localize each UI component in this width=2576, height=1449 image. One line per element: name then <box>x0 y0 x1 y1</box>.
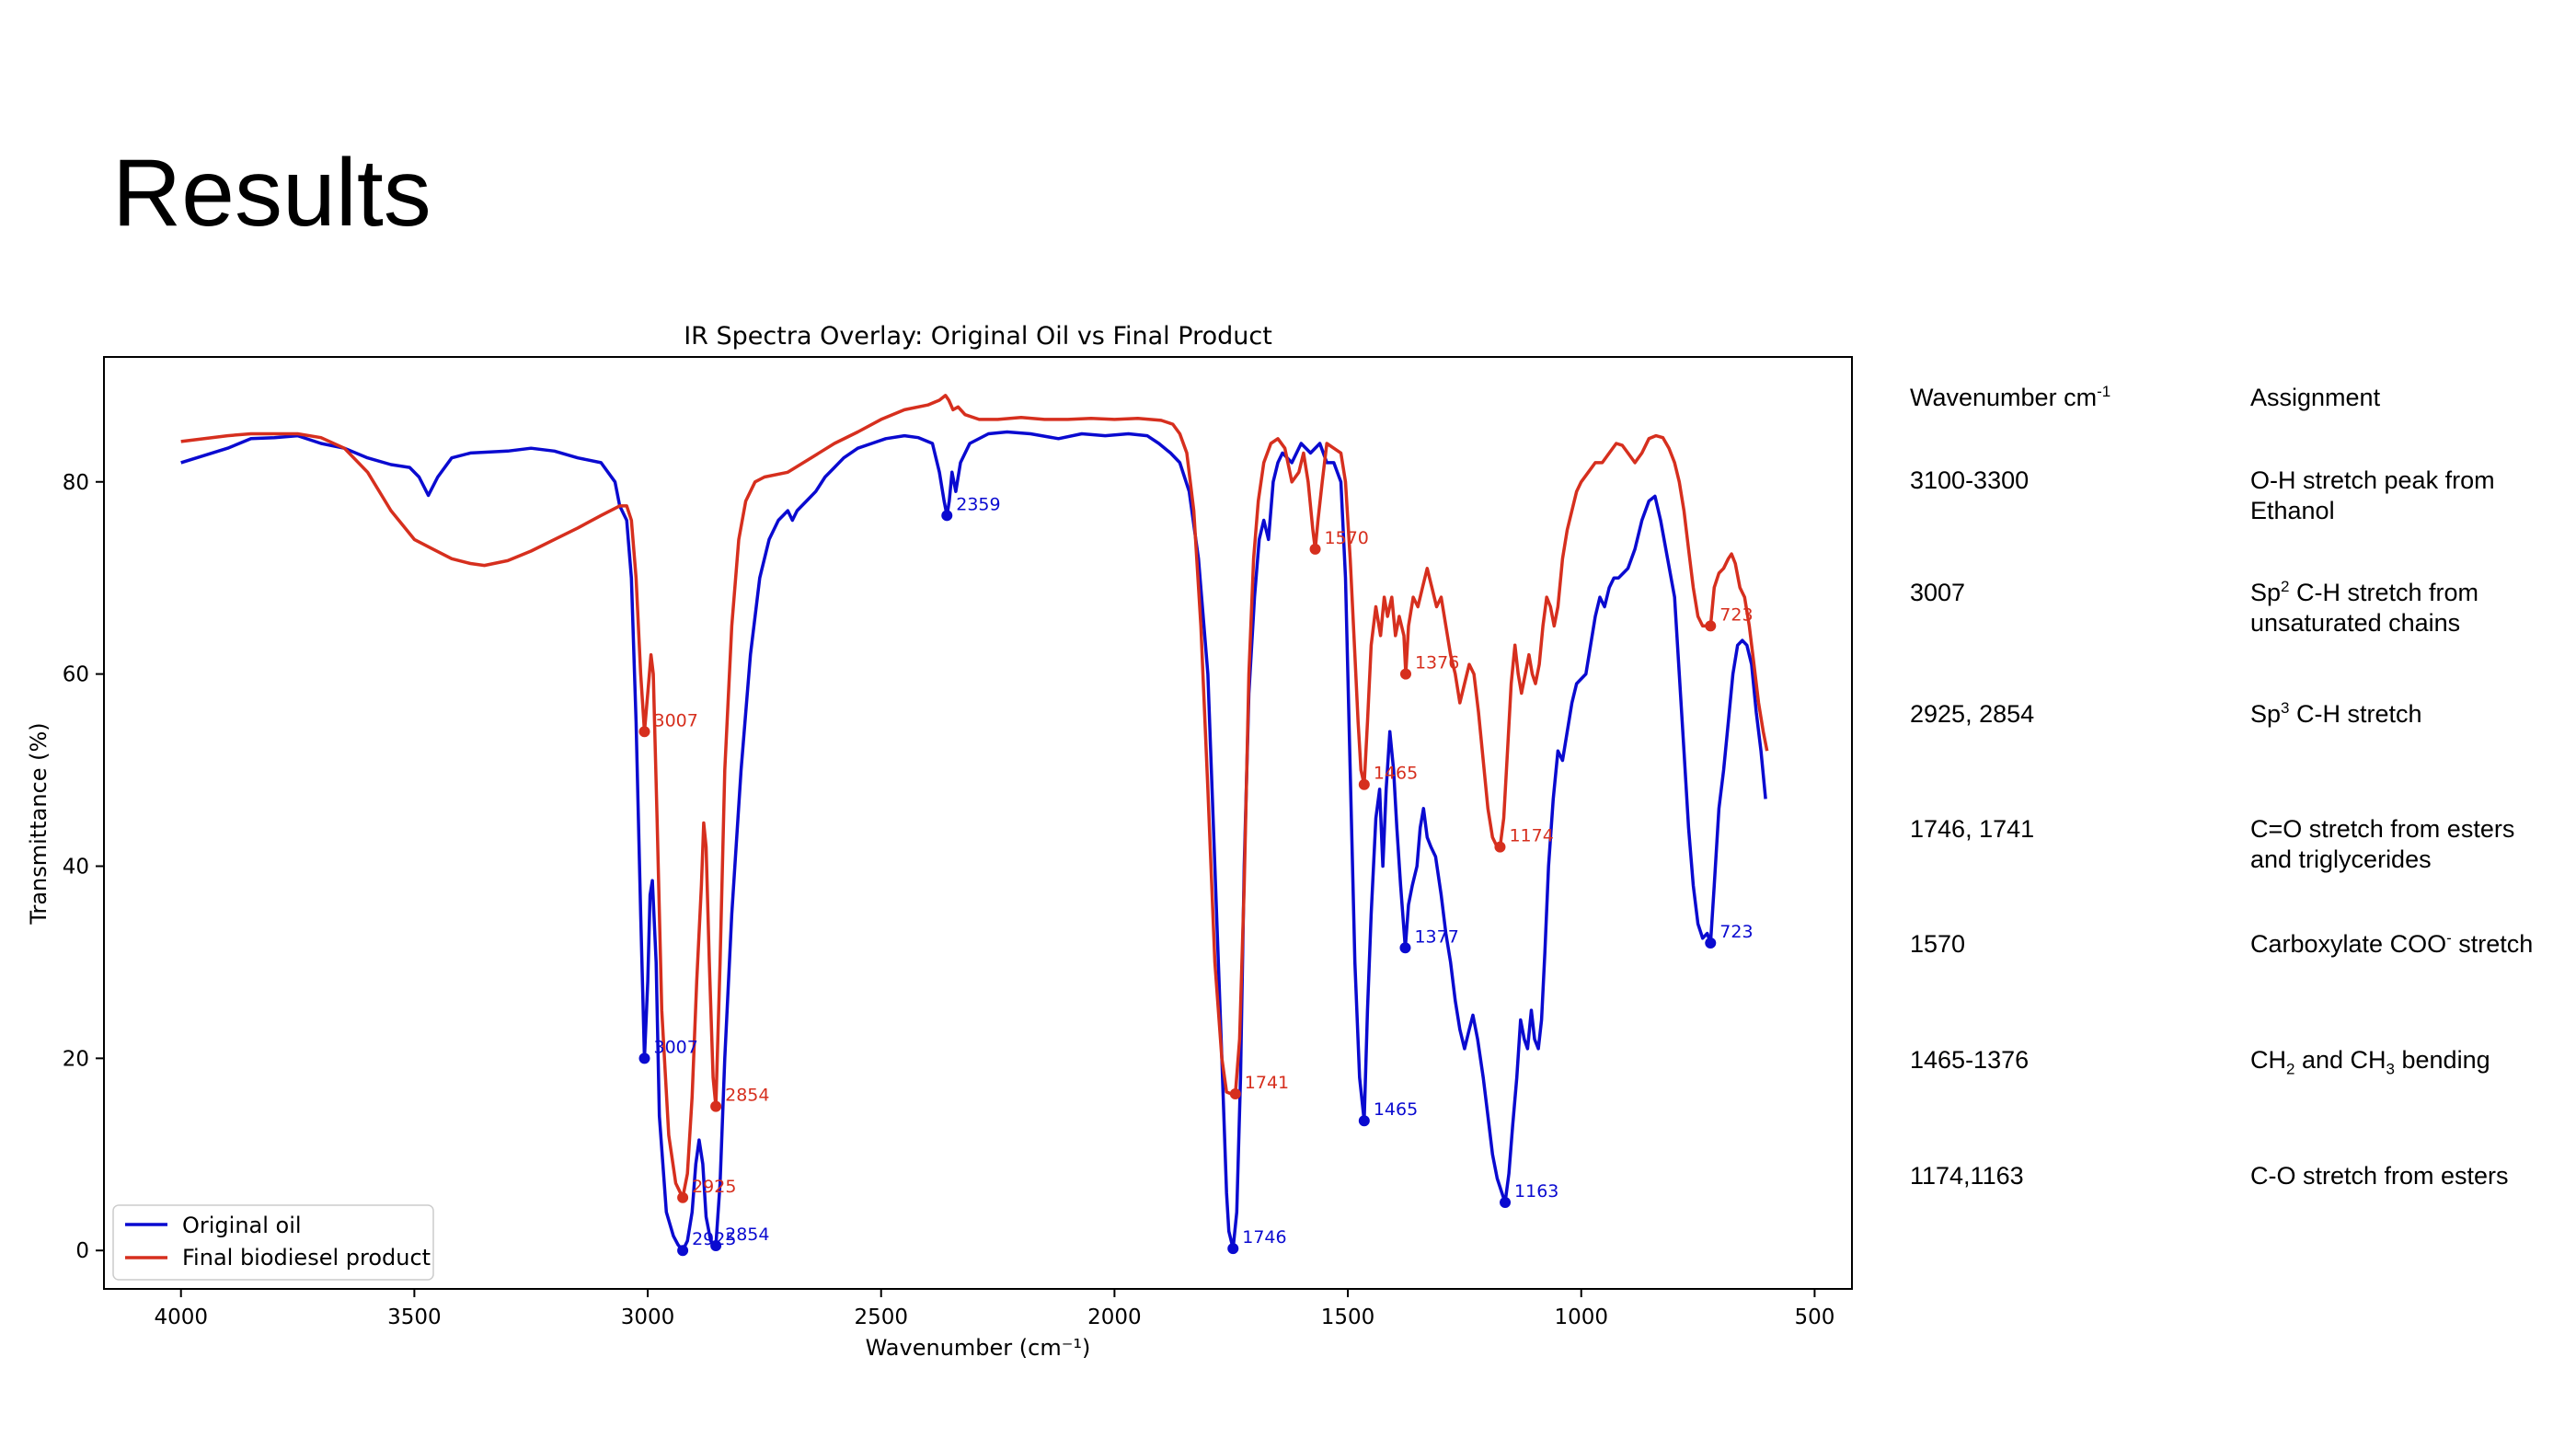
series-line-0 <box>180 430 1767 1252</box>
legend: Original oil Final biodiesel product <box>112 1204 434 1281</box>
peak-marker <box>710 1100 722 1112</box>
x-tick-label: 500 <box>1794 1305 1834 1329</box>
peak-marker <box>710 1240 722 1252</box>
peak-label: 1376 <box>1415 653 1459 673</box>
peak-label: 723 <box>1719 922 1753 942</box>
table-row-assignment: C-O stretch from esters <box>2250 1162 2509 1190</box>
table-row-wavenumber: 1465-1376 <box>1910 1046 2030 1074</box>
ir-spectra-chart: IR Spectra Overlay: Original Oil vs Fina… <box>26 322 1853 1361</box>
peak-marker <box>1227 1243 1239 1255</box>
peak-label: 1465 <box>1374 764 1418 784</box>
lines-layer <box>180 394 1769 1252</box>
peak-label: 1746 <box>1242 1227 1286 1248</box>
x-tick-label: 1000 <box>1554 1305 1608 1329</box>
x-tick-label: 3500 <box>387 1305 442 1329</box>
peak-label: 2925 <box>692 1229 736 1249</box>
table-row-assignment: Sp3 C-H stretch <box>2250 699 2422 728</box>
y-tick-label: 20 <box>63 1047 89 1071</box>
peak-label: 1377 <box>1414 926 1458 947</box>
peak-label: 723 <box>1719 604 1753 625</box>
table-row-assignment: C=O stretch from esters and triglycerides <box>2250 815 2515 873</box>
peak-label: 1174 <box>1509 826 1553 846</box>
peak-label: 2854 <box>725 1086 769 1106</box>
x-tick-label: 4000 <box>154 1305 208 1329</box>
peak-marker <box>1705 937 1717 949</box>
peaks-layer: 3007292528542359174614651377116372330072… <box>638 494 1754 1257</box>
peak-marker <box>1358 1115 1370 1127</box>
chart-title: IR Spectra Overlay: Original Oil vs Fina… <box>684 322 1272 351</box>
peak-marker <box>1494 841 1506 853</box>
peak-label: 2854 <box>725 1225 769 1245</box>
table-row-assignment: CH2 and CH3 bending <box>2250 1046 2490 1078</box>
table-row-wavenumber: 1570 <box>1910 930 1966 958</box>
table-row-assignment: Carboxylate COO- stretch <box>2250 929 2534 958</box>
table-row-wavenumber: 1174,1163 <box>1910 1162 2024 1190</box>
peak-marker <box>1500 1197 1512 1209</box>
peak-marker <box>638 726 650 738</box>
peak-label: 2925 <box>692 1177 736 1197</box>
peak-marker <box>1309 543 1321 555</box>
peak-label: 3007 <box>654 710 698 730</box>
y-tick-label: 0 <box>75 1239 89 1263</box>
y-tick-label: 40 <box>63 855 89 879</box>
table-row-assignment: Sp2 C-H stretch from unsaturated chains <box>2250 578 2479 637</box>
table-header-assignment: Assignment <box>2250 384 2381 411</box>
y-tick-label: 80 <box>63 471 89 495</box>
peak-marker <box>1229 1088 1241 1100</box>
table-row-wavenumber: 3100-3300 <box>1910 466 2030 494</box>
peak-marker <box>941 510 953 522</box>
plot-frame <box>103 356 1853 1290</box>
x-tick-label: 2000 <box>1087 1305 1142 1329</box>
peak-label: 1570 <box>1325 528 1369 548</box>
table-row-wavenumber: 2925, 2854 <box>1910 700 2035 728</box>
legend-label-biodiesel: Final biodiesel product <box>182 1245 431 1271</box>
peak-label: 1465 <box>1374 1099 1418 1120</box>
legend-box <box>112 1204 434 1281</box>
table-row-wavenumber: 3007 <box>1910 579 1966 606</box>
series-line-1 <box>180 394 1769 1200</box>
peak-marker <box>1399 668 1411 680</box>
peak-marker <box>677 1245 689 1257</box>
table-header-wavenumber: Wavenumber cm-1 <box>1910 383 2111 411</box>
y-tick-label: 60 <box>63 663 89 687</box>
peak-marker <box>1705 620 1717 632</box>
peak-marker <box>1358 778 1370 790</box>
peak-marker <box>638 1052 650 1064</box>
peak-marker <box>1399 942 1411 954</box>
axes-layer: 4000 3500 3000 2500 2000 1500 1000 500 0 20 40 60 80 <box>63 471 1835 1329</box>
slide-title: Results <box>112 140 431 247</box>
y-axis-label: Transmittance (%) <box>26 722 52 925</box>
peak-label: 1741 <box>1245 1073 1289 1093</box>
x-axis-label: Wavenumber (cm⁻¹) <box>866 1335 1091 1361</box>
peak-marker <box>677 1191 689 1203</box>
x-tick-label: 1500 <box>1321 1305 1375 1329</box>
table-row-wavenumber: 1746, 1741 <box>1910 815 2035 843</box>
peak-label: 3007 <box>654 1037 698 1057</box>
peak-label: 1163 <box>1514 1181 1558 1202</box>
x-tick-label: 2500 <box>854 1305 908 1329</box>
table-row-assignment: O-H stretch peak from Ethanol <box>2250 466 2495 524</box>
legend-label-original: Original oil <box>182 1213 302 1238</box>
peak-label: 2359 <box>956 494 1000 514</box>
x-tick-label: 3000 <box>621 1305 675 1329</box>
